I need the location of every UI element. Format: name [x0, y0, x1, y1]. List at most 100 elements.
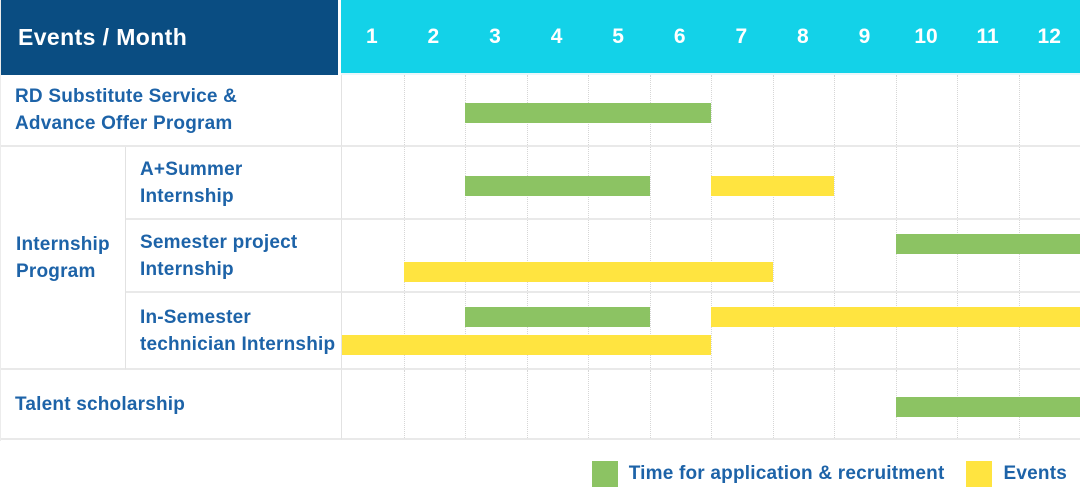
- month-gridlines: [342, 293, 1080, 368]
- recruitment-swatch-icon: [591, 461, 618, 487]
- month-label: 4: [550, 24, 563, 48]
- row-chart-area-a-plus-summer-internship: [341, 147, 1080, 220]
- month-gridline-cell: [649, 147, 712, 218]
- month-label: 7: [735, 24, 748, 48]
- month-gridline-cell: [834, 147, 896, 218]
- row-label-line: A+Summer: [140, 158, 243, 180]
- row-label-in-semester-technician-internship: In-Semester technician Internship: [126, 293, 341, 370]
- legend-label: Time for application & recruitment: [628, 463, 945, 484]
- month-gridline-cell: [403, 147, 466, 218]
- event-swatch-icon: [966, 461, 993, 487]
- month-label: 3: [489, 24, 501, 48]
- month-gridline-cell: [465, 370, 527, 438]
- row-label-line: Talent scholarship: [15, 393, 186, 415]
- row-chart-area-talent-scholarship: [341, 370, 1080, 440]
- recruitment-bar: [895, 234, 1080, 254]
- legend-item-recruitment: Time for application & recruitment: [591, 461, 945, 487]
- month-gridline-cell: [895, 147, 958, 218]
- month-gridline-cell: [711, 220, 773, 291]
- month-gridline-cell: [1018, 293, 1080, 368]
- row-label-semester-project-internship: Semester project Internship: [126, 220, 341, 293]
- row-chart-area-in-semester-technician-internship: [341, 293, 1080, 370]
- month-gridline-cell: [403, 75, 466, 145]
- month-gridline-cell: [895, 75, 958, 145]
- month-gridline-cell: [403, 370, 466, 438]
- month-gridline-cell: [649, 220, 712, 291]
- group-label-text: Internship Program: [16, 233, 110, 282]
- month-gridline-cell: [588, 370, 650, 438]
- month-gridlines: [342, 220, 1080, 291]
- month-gridline-cell: [526, 293, 589, 368]
- month-gridline-cell: [711, 75, 773, 145]
- month-gridline-cell: [588, 293, 650, 368]
- month-label: 2: [427, 24, 440, 48]
- row-label-line: Semester project: [140, 231, 298, 253]
- month-label: 10: [914, 24, 938, 48]
- month-gridlines: [342, 75, 1080, 145]
- month-gridline-cell: [465, 220, 527, 291]
- group-label-internship-program: Internship Program: [1, 147, 126, 370]
- legend-item-event: Events: [966, 461, 1067, 487]
- month-gridline-cell: [834, 293, 896, 368]
- month-gridline-cell: [772, 370, 835, 438]
- gantt-table: Events / Month 1 2 3 4 5 6 7 8 9 10 11 12 RD Substi…: [0, 0, 1080, 441]
- event-bar: [342, 335, 711, 355]
- month-gridline-cell: [772, 75, 835, 145]
- row-chart-area-rd-substitute-program: [341, 75, 1080, 147]
- event-bar: [403, 262, 773, 282]
- month-gridline-cell: [957, 75, 1019, 145]
- month-gridline-cell: [403, 293, 466, 368]
- month-header-row: 1 2 3 4 5 6 7 8 9 10 11 12: [341, 0, 1080, 75]
- month-gridline-cell: [1018, 75, 1080, 145]
- month-gridline-cell: [957, 220, 1019, 291]
- month-gridline-cell: [834, 220, 896, 291]
- month-gridline-cell: [834, 75, 896, 145]
- month-gridline-cell: [588, 220, 650, 291]
- event-bar: [711, 175, 834, 196]
- month-gridline-cell: [711, 293, 773, 368]
- month-label: 12: [1037, 24, 1061, 48]
- month-gridline-cell: [957, 147, 1019, 218]
- month-gridline-cell: [342, 293, 404, 368]
- month-gridline-cell: [403, 220, 466, 291]
- row-label-line: RD Substitute Service &: [15, 86, 238, 107]
- recruitment-bar: [895, 397, 1080, 417]
- month-gridline-cell: [342, 220, 404, 291]
- table-header-events-month: Events / Month: [1, 0, 341, 75]
- month-gridline-cell: [342, 147, 404, 218]
- month-gridline-cell: [465, 293, 527, 368]
- month-gridline-cell: [895, 293, 958, 368]
- row-label-talent-scholarship: Talent scholarship: [1, 370, 341, 440]
- month-label: 5: [612, 24, 624, 48]
- row-label-line: In-Semester: [140, 306, 251, 328]
- month-gridline-cell: [342, 75, 404, 145]
- month-gridline-cell: [957, 293, 1019, 368]
- row-label-line: Internship: [140, 185, 234, 207]
- recruitment-bar: [465, 307, 650, 327]
- row-label-rd-substitute-program: RD Substitute Service & Advance Offer Pro…: [1, 75, 341, 147]
- month-gridline-cell: [526, 220, 589, 291]
- month-gridline-cell: [1018, 147, 1080, 218]
- month-label: 6: [673, 24, 686, 48]
- month-gridline-cell: [895, 220, 958, 291]
- row-label-line: technician Internship: [140, 333, 336, 355]
- month-label: 1: [365, 24, 378, 48]
- month-gridline-cell: [526, 370, 589, 438]
- row-label-a-plus-summer-internship: A+Summer Internship: [126, 147, 341, 220]
- event-bar: [711, 307, 1080, 327]
- legend: Time for application & recruitment Events: [591, 459, 1067, 489]
- legend-label: Events: [1003, 463, 1067, 484]
- row-label-line: Internship: [140, 258, 234, 280]
- recruitment-bar: [465, 103, 711, 123]
- row-label-line: Advance Offer Program: [15, 113, 233, 134]
- month-gridline-cell: [772, 293, 835, 368]
- month-gridline-cell: [1018, 220, 1080, 291]
- month-gridline-cell: [649, 370, 712, 438]
- month-label: 8: [797, 24, 809, 48]
- row-chart-area-semester-project-internship: [341, 220, 1080, 293]
- month-gridline-cell: [342, 370, 404, 438]
- month-gridline-cell: [772, 220, 835, 291]
- month-label: 9: [858, 24, 871, 48]
- month-gridline-cell: [649, 293, 712, 368]
